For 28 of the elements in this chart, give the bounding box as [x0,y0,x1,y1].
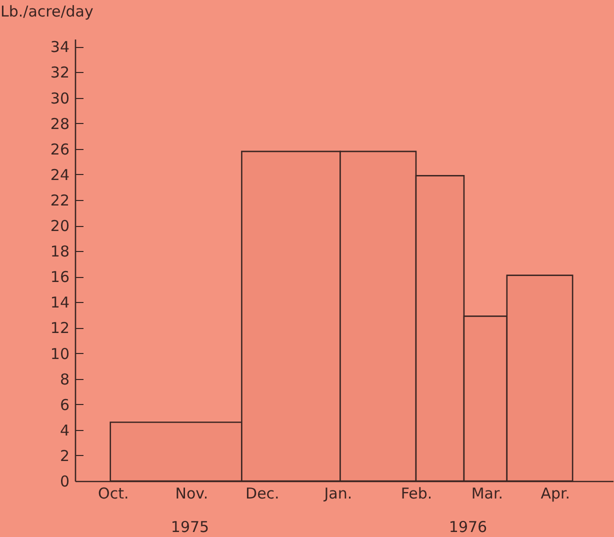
y-tick-label: 0 [60,472,70,490]
y-tick-label: 8 [60,370,70,388]
x-tick-label: Mar. [471,484,504,502]
y-tick-label: 28 [50,114,70,133]
y-tick-label: 4 [60,421,70,440]
y-tick-label: 14 [50,294,70,312]
y-axis-title: Lb./acre/day [0,2,94,20]
x-tick-label: Dec. [246,484,280,502]
y-tick-label: 12 [50,319,70,338]
text: 1975 [170,518,210,536]
y-tick-label: 20 [50,217,70,236]
y-tick-label: 2 [60,446,70,465]
y-tick-label: 6 [60,396,70,414]
y-tick-label: 26 [50,140,70,158]
y-tick-label: 16 [50,268,70,286]
x-tick-label: Oct. [98,484,129,502]
y-tick-label: 10 [50,344,70,363]
y-tick-label: 22 [50,191,70,210]
y-tick-label: 34 [50,38,70,56]
x-tick-label: Nov. [175,484,208,502]
text: 1976 [448,518,488,536]
x-tick-label: Feb. [400,484,432,502]
y-tick-label: 32 [50,64,70,82]
y-tick-label: 18 [50,242,70,261]
y-tick-label: 30 [50,89,70,108]
x-tick-label: Jan. [323,484,352,502]
y-tick-label: 24 [50,166,70,184]
x-tick-label: Apr. [540,484,570,502]
